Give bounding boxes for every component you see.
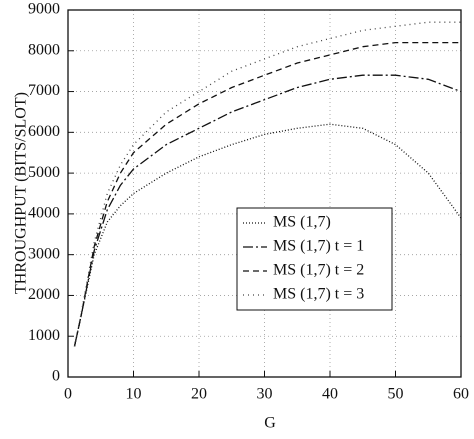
series-line [73, 74, 462, 347]
y-tick-label: 8000 [28, 41, 60, 58]
series-line [73, 41, 461, 347]
plot-frame [67, 9, 462, 378]
legend-label: MS (1,7) t = 1 [273, 238, 364, 255]
series-line [73, 123, 462, 347]
x-axis-label: G [264, 415, 276, 432]
legend-label: MS (1,7) t = 3 [273, 286, 364, 303]
x-tick-label: 10 [126, 386, 142, 403]
y-axis-label: THROUGHPUT (BITS/SLOT) [13, 92, 30, 294]
y-tick-label: 9000 [28, 1, 60, 18]
x-tick-label: 60 [453, 386, 469, 403]
legend-label: MS (1,7) [273, 214, 331, 231]
y-tick-label: 0 [52, 368, 60, 385]
y-tick-label: 7000 [28, 82, 60, 99]
y-tick-label: 1000 [28, 327, 60, 344]
x-tick-label: 0 [64, 386, 72, 403]
x-tick-label: 40 [322, 386, 338, 403]
y-tick-label: 2000 [28, 286, 60, 303]
y-tick-label: 5000 [28, 164, 60, 181]
x-tick-label: 30 [257, 386, 273, 403]
y-tick-label: 6000 [28, 123, 60, 140]
x-tick-label: 20 [191, 386, 207, 403]
y-tick-label: 3000 [28, 245, 60, 262]
legend-box [236, 207, 393, 311]
y-tick-label: 4000 [28, 205, 60, 222]
legend-label: MS (1,7) t = 2 [273, 262, 364, 279]
x-tick-label: 50 [388, 386, 404, 403]
